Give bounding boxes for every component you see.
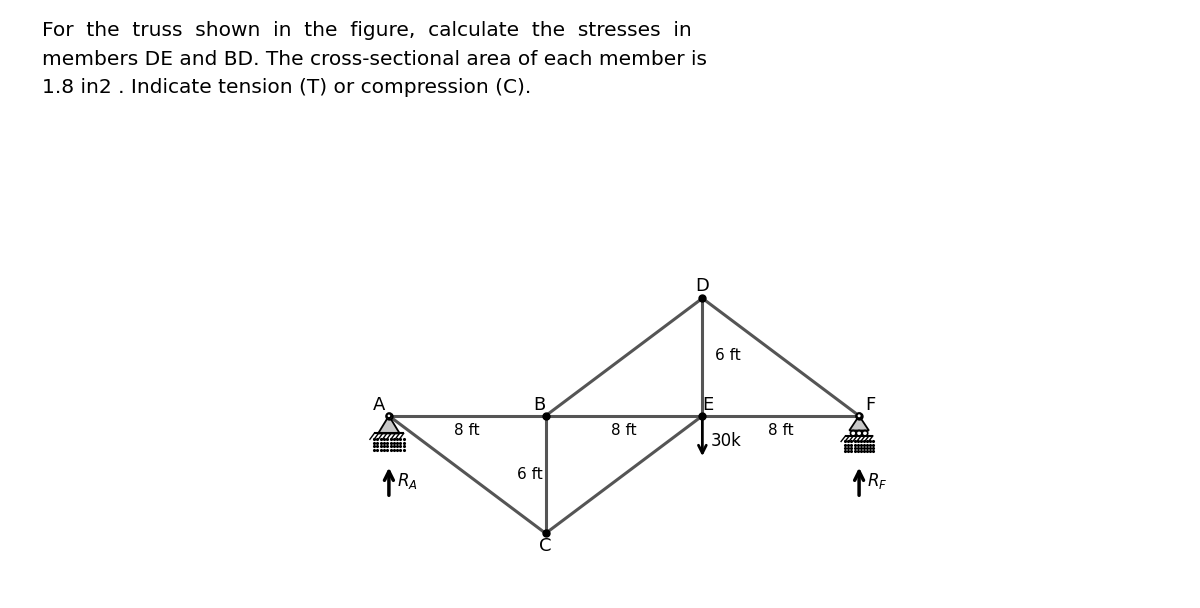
Text: $R_F$: $R_F$ xyxy=(866,471,887,491)
Text: 1.8 in2 . Indicate tension (T) or compression (C).: 1.8 in2 . Indicate tension (T) or compre… xyxy=(42,78,532,97)
Polygon shape xyxy=(378,416,400,434)
Text: 30k: 30k xyxy=(712,432,742,451)
Text: $R_A$: $R_A$ xyxy=(397,471,418,491)
Circle shape xyxy=(386,413,391,418)
Text: 6 ft: 6 ft xyxy=(517,467,542,482)
Polygon shape xyxy=(850,416,869,430)
Text: E: E xyxy=(703,396,714,414)
Text: A: A xyxy=(373,396,385,414)
Text: members DE and BD. The cross-sectional area of each member is: members DE and BD. The cross-sectional a… xyxy=(42,50,707,69)
Text: For  the  truss  shown  in  the  figure,  calculate  the  stresses  in: For the truss shown in the figure, calcu… xyxy=(42,21,691,40)
Circle shape xyxy=(857,413,862,418)
Text: 6 ft: 6 ft xyxy=(715,348,740,362)
Text: F: F xyxy=(865,396,876,414)
Text: D: D xyxy=(696,277,709,294)
Text: 8 ft: 8 ft xyxy=(611,423,637,438)
Text: B: B xyxy=(534,396,546,414)
Circle shape xyxy=(386,413,391,418)
Text: 8 ft: 8 ft xyxy=(455,423,480,438)
Text: 8 ft: 8 ft xyxy=(768,423,793,438)
Text: C: C xyxy=(539,537,552,555)
